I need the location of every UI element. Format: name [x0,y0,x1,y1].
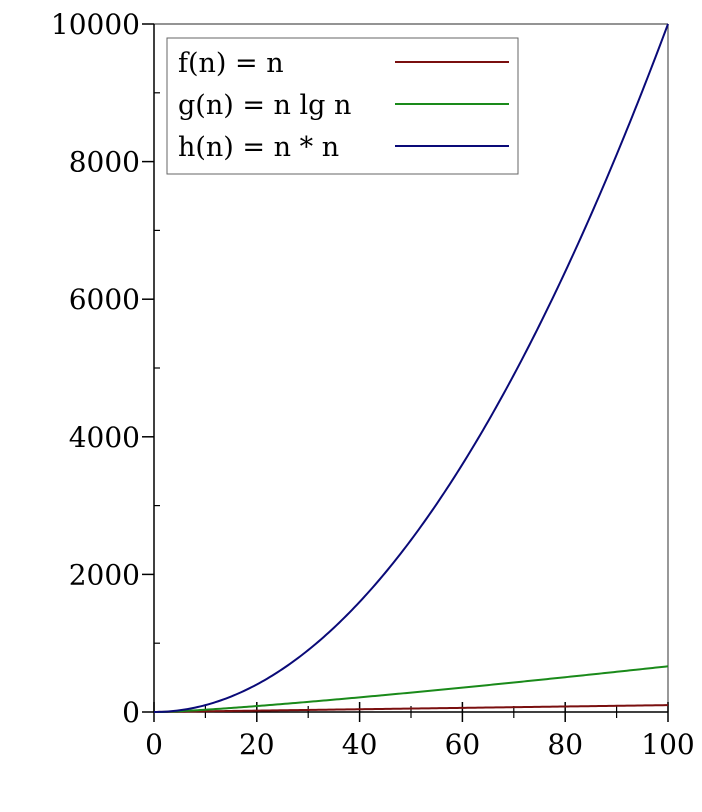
legend: f(n) = n g(n) = n lg n h(n) = n * n [166,37,519,175]
x-tick-label: 20 [239,728,275,761]
series-line-0 [153,704,669,713]
series-layer [153,23,669,714]
y-tick-label: 8000 [69,146,140,179]
y-tick-label: 6000 [69,283,140,316]
legend-label-g: g(n) = n lg n [178,90,351,121]
y-tick-label: 4000 [69,421,140,454]
tick-labels: 0 2000 4000 6000 8000 10000 0 20 40 60 80 100 [51,8,695,761]
series-line-1 [153,665,669,714]
y-tick-label: 0 [122,696,140,729]
legend-box [166,37,519,175]
y-tick-label: 10000 [51,8,140,41]
x-tick-label: 60 [445,728,481,761]
legend-label-h: h(n) = n * n [178,132,339,163]
legend-label-f: f(n) = n [178,48,284,79]
x-tick-label: 100 [641,728,694,761]
y-tick-label: 2000 [69,558,140,591]
x-tick-label: 80 [547,728,583,761]
x-tick-label: 0 [145,728,163,761]
x-tick-label: 40 [342,728,378,761]
series-line-2 [153,23,669,713]
axis-ticks [142,23,669,722]
